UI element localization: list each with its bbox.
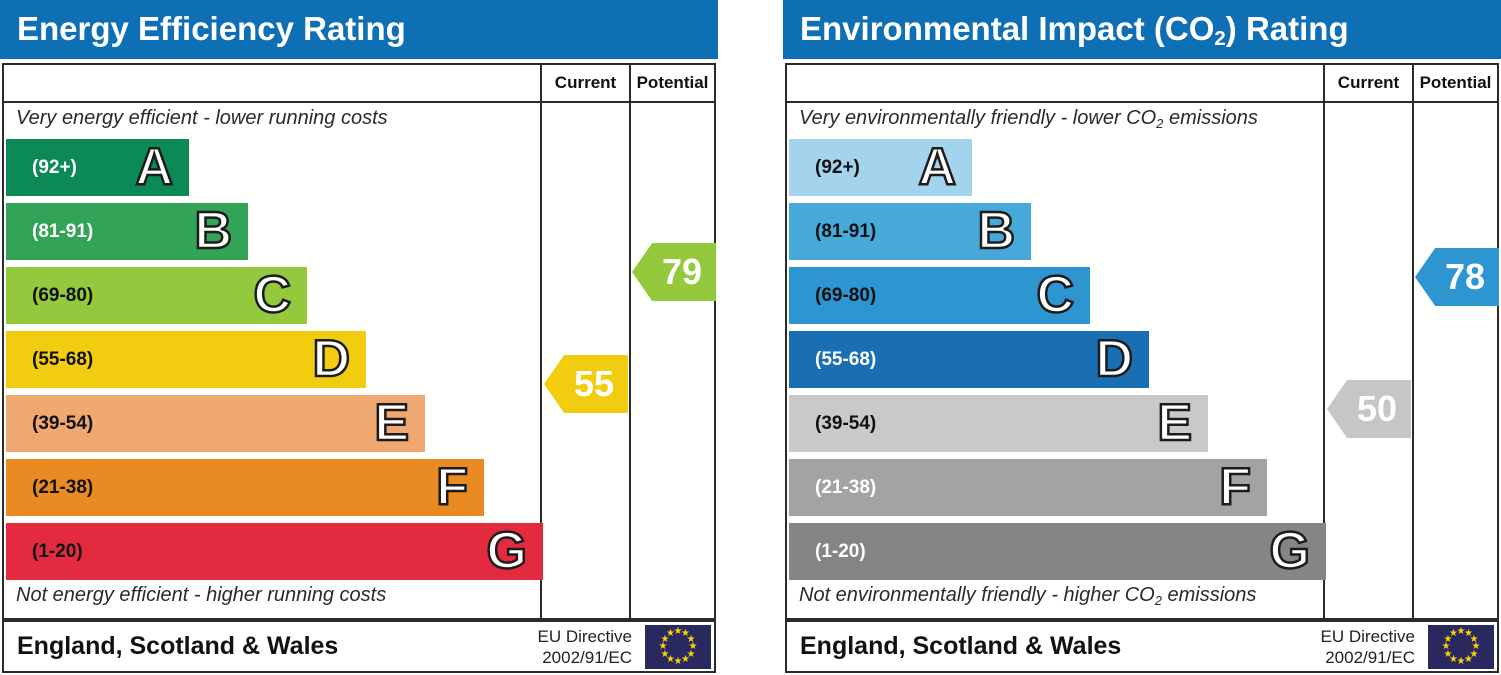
eu-flag-star: ★ xyxy=(1443,648,1453,660)
band-letter: G xyxy=(1268,521,1311,581)
current-rating-arrow: 55 xyxy=(544,355,628,413)
band-letter: F xyxy=(435,457,469,517)
rating-panel: Environmental Impact (CO2) Rating Curren… xyxy=(783,0,1501,675)
band-g: (1-20) G xyxy=(789,521,1326,581)
eu-flag-star: ★ xyxy=(688,641,698,652)
band-range-label: (21-38) xyxy=(32,477,94,498)
eu-flag-star: ★ xyxy=(1456,656,1466,667)
current-column-header: Current xyxy=(554,73,617,92)
eu-flag-star: ★ xyxy=(686,648,696,660)
band-letter: C xyxy=(1035,265,1075,325)
band-f: (21-38) F xyxy=(6,457,484,517)
potential-rating-arrow: 79 xyxy=(632,243,716,301)
band-range-label: (81-91) xyxy=(815,221,877,242)
eu-flag-icon: ★ ★ ★ ★ ★ ★ ★ ★ ★ ★ ★ ★ xyxy=(1428,625,1494,669)
potential-column-divider xyxy=(1412,65,1414,618)
potential-column-divider xyxy=(629,65,631,618)
eu-flag-star: ★ xyxy=(660,648,670,660)
band-b: (81-91) B xyxy=(6,201,248,261)
band-letter: G xyxy=(485,521,528,581)
eu-flag-star: ★ xyxy=(1469,633,1479,645)
eu-flag-star: ★ xyxy=(673,656,683,667)
eu-flag-star: ★ xyxy=(681,628,690,639)
eu-flag-star: ★ xyxy=(1456,626,1466,637)
bottom-caption: Not environmentally friendly - higher CO… xyxy=(799,584,1257,608)
band-b: (81-91) B xyxy=(789,201,1031,261)
rating-table: Current Potential Very environmentally f… xyxy=(785,63,1499,620)
current-column-divider xyxy=(540,65,542,618)
region-label: England, Scotland & Wales xyxy=(800,632,1122,660)
band-letter: A xyxy=(917,137,957,197)
band-letter: B xyxy=(976,201,1016,261)
eu-directive-label: EU Directive 2002/91/EC xyxy=(1320,626,1415,667)
band-range-label: (55-68) xyxy=(815,349,877,370)
band-d: (55-68) D xyxy=(789,329,1149,389)
band-c: (69-80) C xyxy=(789,265,1090,325)
band-letter: C xyxy=(252,265,292,325)
band-range-label: (55-68) xyxy=(32,349,94,370)
eu-flag-star: ★ xyxy=(658,641,668,652)
eu-flag-star: ★ xyxy=(1449,628,1458,639)
eu-flag-icon: ★ ★ ★ ★ ★ ★ ★ ★ ★ ★ ★ ★ xyxy=(645,625,711,669)
eu-flag-star: ★ xyxy=(666,653,675,665)
eu-flag-star: ★ xyxy=(1471,641,1481,652)
band-e: (39-54) E xyxy=(6,393,425,453)
panel-footer: England, Scotland & Wales EU Directive 2… xyxy=(785,620,1499,673)
current-column-header: Current xyxy=(1337,73,1400,92)
potential-column-header: Potential xyxy=(1419,73,1492,92)
region-label: England, Scotland & Wales xyxy=(17,632,339,660)
band-range-label: (81-91) xyxy=(32,221,94,242)
potential-rating-arrow: 78 xyxy=(1415,248,1499,306)
band-c: (69-80) C xyxy=(6,265,307,325)
top-caption: Very environmentally friendly - lower CO… xyxy=(799,107,1258,131)
eu-flag-star: ★ xyxy=(1449,653,1458,665)
eu-flag-star: ★ xyxy=(1441,641,1451,652)
band-letter: D xyxy=(311,329,351,389)
band-a: (92+) A xyxy=(789,137,972,197)
band-range-label: (1-20) xyxy=(32,541,83,562)
band-range-label: (69-80) xyxy=(815,285,877,306)
band-range-label: (1-20) xyxy=(815,541,866,562)
eu-flag-star: ★ xyxy=(681,653,690,665)
band-range-label: (92+) xyxy=(32,157,77,178)
current-column-divider xyxy=(1323,65,1325,618)
rating-panel: Energy Efficiency Rating Current Potenti… xyxy=(0,0,718,675)
current-rating-arrow: 50 xyxy=(1327,380,1411,438)
band-range-label: (69-80) xyxy=(32,285,94,306)
band-e: (39-54) E xyxy=(789,393,1208,453)
eu-flag-star: ★ xyxy=(1443,633,1453,645)
header-divider xyxy=(787,101,1497,103)
eu-flag-star: ★ xyxy=(1464,628,1473,639)
band-d: (55-68) D xyxy=(6,329,366,389)
band-a: (92+) A xyxy=(6,137,189,197)
rating-table: Current Potential Very energy efficient … xyxy=(2,63,716,620)
top-caption: Very energy efficient - lower running co… xyxy=(16,107,388,129)
eu-flag-star: ★ xyxy=(660,633,670,645)
band-letter: E xyxy=(373,393,410,453)
band-letter: D xyxy=(1094,329,1134,389)
potential-column-header: Potential xyxy=(636,73,709,92)
eu-flag-star: ★ xyxy=(686,633,696,645)
panel-title: Environmental Impact (CO2) Rating xyxy=(783,0,1501,59)
band-letter: F xyxy=(1218,457,1252,517)
band-range-label: (92+) xyxy=(815,157,860,178)
band-letter: A xyxy=(134,137,174,197)
panel-title: Energy Efficiency Rating xyxy=(0,0,718,59)
band-letter: B xyxy=(193,201,233,261)
band-letter: E xyxy=(1156,393,1193,453)
bottom-caption: Not energy efficient - higher running co… xyxy=(16,584,387,606)
eu-flag-star: ★ xyxy=(666,628,675,639)
band-g: (1-20) G xyxy=(6,521,543,581)
panel-footer: England, Scotland & Wales EU Directive 2… xyxy=(2,620,716,673)
band-range-label: (21-38) xyxy=(815,477,877,498)
eu-flag-star: ★ xyxy=(1464,653,1473,665)
band-range-label: (39-54) xyxy=(815,413,877,434)
eu-flag-star: ★ xyxy=(673,626,683,637)
band-f: (21-38) F xyxy=(789,457,1267,517)
eu-directive-label: EU Directive 2002/91/EC xyxy=(537,626,632,667)
header-divider xyxy=(4,101,714,103)
eu-flag-star: ★ xyxy=(1469,648,1479,660)
band-range-label: (39-54) xyxy=(32,413,94,434)
